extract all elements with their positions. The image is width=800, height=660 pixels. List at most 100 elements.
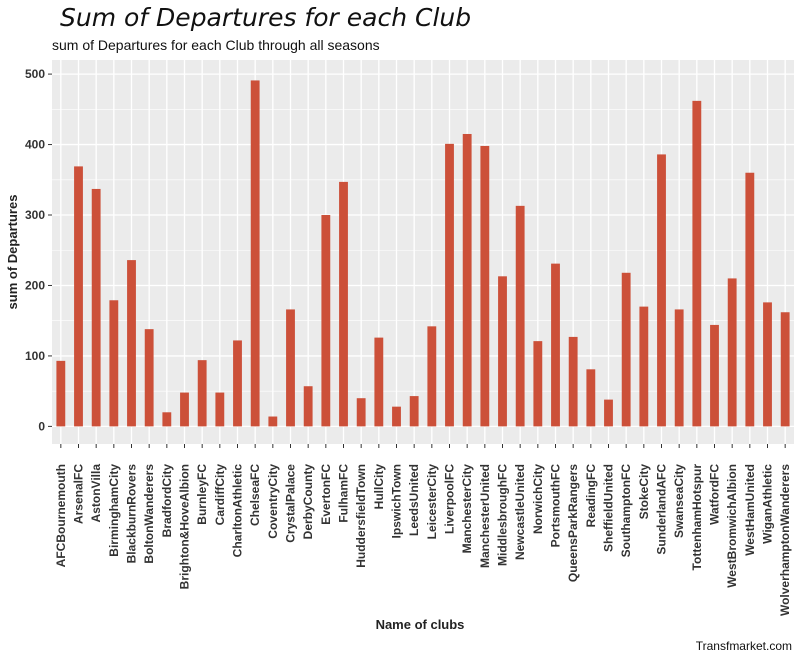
bar-DerbyCounty xyxy=(303,386,313,427)
bar-NewcastleUnited xyxy=(515,205,525,427)
bars xyxy=(56,80,790,427)
plot-panel xyxy=(52,60,794,444)
bar-ManchesterUnited xyxy=(480,145,490,427)
bar-BradfordCity xyxy=(162,412,172,427)
x-tick-label: NewcastleUnited xyxy=(513,464,527,560)
x-tick-label: CardiffCity xyxy=(213,464,227,526)
x-tick-label: HuddersfieldTown xyxy=(354,464,368,568)
bar-WestBromwichAlbion xyxy=(727,278,737,427)
bar-CardiffCity xyxy=(215,392,225,427)
bar-HullCity xyxy=(374,337,384,427)
x-tick-label: WiganAthletic xyxy=(761,464,775,544)
bar-BirminghamCity xyxy=(109,300,119,427)
y-axis-ticks: 0 100 200 300 400 500 xyxy=(25,67,52,433)
bar-BlackburnRovers xyxy=(127,260,136,427)
bar-WestHamUnited xyxy=(745,172,755,427)
x-tick-label: AstonVilla xyxy=(89,464,103,523)
x-tick-label: FulhamFC xyxy=(337,464,351,523)
x-tick-label: LeicesterCity xyxy=(425,464,439,540)
x-tick-label: ChelseaFC xyxy=(248,464,262,526)
bar-ArsenalFC xyxy=(74,166,83,427)
bar-StokeCity xyxy=(639,306,649,427)
bar-BoltonWanderers xyxy=(144,329,154,427)
x-tick-label: BlackburnRovers xyxy=(125,464,139,564)
bar-TottenhamHotspur xyxy=(692,100,702,427)
bar-LiverpoolFC xyxy=(445,143,454,427)
x-tick-label: SunderlandAFC xyxy=(655,464,669,555)
y-tick-label: 400 xyxy=(25,138,45,152)
x-tick-label: CharltonAthletic xyxy=(231,464,245,558)
x-tick-label: TottenhamHotspur xyxy=(690,464,704,571)
x-tick-label: AFCBournemouth xyxy=(54,464,68,567)
x-tick-label: WestHamUnited xyxy=(743,464,757,556)
bar-SouthamptonFC xyxy=(621,272,631,427)
x-tick-label: HullCity xyxy=(372,464,386,510)
x-tick-label: BoltonWanderers xyxy=(142,464,156,564)
x-tick-label: PortsmouthFC xyxy=(549,464,563,548)
bar-WolverhamptonWanderers xyxy=(780,312,790,427)
x-tick-label: BurnleyFC xyxy=(195,464,209,525)
x-tick-label: QueensParkRangers xyxy=(566,464,580,582)
bar-IpswichTown xyxy=(392,406,401,427)
bar-ReadingFC xyxy=(586,369,596,427)
x-tick-label: ReadingFC xyxy=(584,464,598,528)
chart-subtitle: sum of Departures for each Club through … xyxy=(52,37,380,53)
bar-LeicesterCity xyxy=(427,326,437,427)
x-tick-label: SheffieldUnited xyxy=(602,464,616,552)
x-tick-label: BirminghamCity xyxy=(107,464,121,557)
x-tick-label: DerbyCounty xyxy=(301,464,315,540)
bar-CharltonAthletic xyxy=(233,340,242,427)
x-tick-label: CrystalPalace xyxy=(284,464,298,543)
x-tick-label: LeedsUnited xyxy=(407,464,421,536)
bar-ManchesterCity xyxy=(462,133,472,427)
bar-QueensParkRangers xyxy=(568,336,578,427)
y-tick-label: 500 xyxy=(25,67,45,81)
bar-WatfordFC xyxy=(710,324,719,427)
bar-ChelseaFC xyxy=(250,80,260,427)
bar-FulhamFC xyxy=(339,181,348,427)
x-tick-label: ArsenalFC xyxy=(72,464,86,524)
bar-NorwichCity xyxy=(533,341,543,427)
bar-SheffieldUnited xyxy=(604,399,613,427)
x-axis-label: Name of clubs xyxy=(376,617,465,632)
x-tick-label: LiverpoolFC xyxy=(443,464,457,534)
x-tick-label: Brighton&HoveAlbion xyxy=(178,464,192,589)
bar-LeedsUnited xyxy=(409,396,419,427)
bar-BurnleyFC xyxy=(197,360,207,427)
y-tick-label: 200 xyxy=(25,278,45,292)
x-tick-label: CoventryCity xyxy=(266,464,280,539)
x-tick-label: ManchesterUnited xyxy=(478,464,492,568)
chart-title: Sum of Departures for each Club xyxy=(60,3,471,32)
y-axis-label: sum of Departures xyxy=(5,195,20,310)
x-tick-label: WolverhamptonWanderers xyxy=(778,464,792,616)
bar-AstonVilla xyxy=(91,188,101,427)
bar-Brighton&HoveAlbion xyxy=(180,392,189,427)
x-tick-label: NorwichCity xyxy=(531,464,545,534)
x-axis-ticks: AFCBournemouth ArsenalFC AstonVilla Birming… xyxy=(54,444,792,616)
x-tick-label: IpswichTown xyxy=(390,464,404,538)
x-tick-label: BradfordCity xyxy=(160,464,174,538)
source-caption: Transfmarket.com xyxy=(696,639,792,653)
bar-PortsmouthFC xyxy=(551,263,560,427)
bar-EvertonFC xyxy=(321,215,331,427)
bar-MiddlesbroughFC xyxy=(498,276,507,427)
bar-CrystalPalace xyxy=(286,309,295,427)
x-tick-label: SouthamptonFC xyxy=(619,464,633,558)
bar-HuddersfieldTown xyxy=(356,398,366,427)
x-tick-label: StokeCity xyxy=(637,464,651,520)
y-tick-label: 300 xyxy=(25,208,45,222)
x-tick-label: WestBromwichAlbion xyxy=(725,464,739,588)
x-tick-label: ManchesterCity xyxy=(460,464,474,554)
y-tick-label: 100 xyxy=(25,349,45,363)
bar-CoventryCity xyxy=(268,416,278,427)
bar-AFCBournemouth xyxy=(56,360,66,427)
y-tick-label: 0 xyxy=(38,419,45,433)
x-tick-label: WatfordFC xyxy=(708,464,722,525)
x-tick-label: SwanseaCity xyxy=(672,464,686,538)
x-tick-label: MiddlesbroughFC xyxy=(496,464,510,566)
bar-SunderlandAFC xyxy=(657,154,666,427)
bar-SwanseaCity xyxy=(674,309,684,427)
bar-WiganAthletic xyxy=(763,302,772,427)
x-tick-label: EvertonFC xyxy=(319,464,333,525)
